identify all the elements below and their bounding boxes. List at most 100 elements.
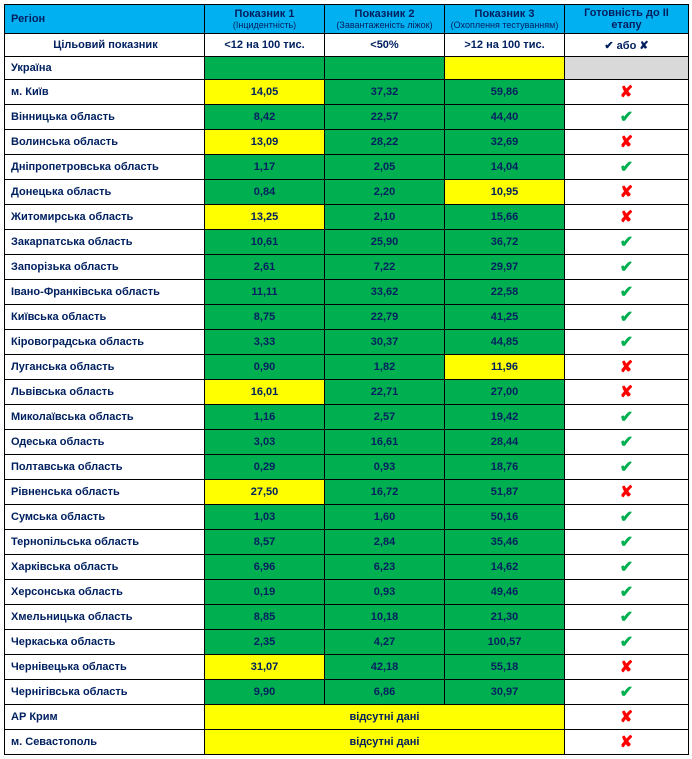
ind3-cell: 44,85 <box>445 330 565 355</box>
table-row: Київська область8,7522,7941,25✔ <box>5 305 689 330</box>
ready-cell: ✘ <box>565 80 689 105</box>
ind2-cell: 28,22 <box>325 130 445 155</box>
region-name: м. Київ <box>5 80 205 105</box>
ready-cell: ✔ <box>565 605 689 630</box>
table-row: Одеська область3,0316,6128,44✔ <box>5 430 689 455</box>
region-name: Житомирська область <box>5 205 205 230</box>
table-row: Житомирська область13,252,1015,66✘ <box>5 205 689 230</box>
region-name: Хмельницька область <box>5 605 205 630</box>
indicators-table: Регіон Показник 1(Інцидентність) Показни… <box>4 4 689 755</box>
ind1-cell: 0,90 <box>205 355 325 380</box>
ind3-cell: 59,86 <box>445 80 565 105</box>
ind1-cell: 3,03 <box>205 430 325 455</box>
region-name: Кіровоградська область <box>5 330 205 355</box>
table-header-row: Регіон Показник 1(Інцидентність) Показни… <box>5 5 689 34</box>
table-row: Рівненська область27,5016,7251,87✘ <box>5 480 689 505</box>
ind2-cell: 1,82 <box>325 355 445 380</box>
table-row: Запорізька область2,617,2229,97✔ <box>5 255 689 280</box>
ind2-cell: 10,18 <box>325 605 445 630</box>
ind3-cell: 44,40 <box>445 105 565 130</box>
table-row: Луганська область0,901,8211,96✘ <box>5 355 689 380</box>
header-ready: Готовність до ІІ етапу <box>565 5 689 34</box>
ind2-cell: 2,05 <box>325 155 445 180</box>
region-name: Дніпропетровська область <box>5 155 205 180</box>
ind2-cell: 2,20 <box>325 180 445 205</box>
ready-cell: ✔ <box>565 405 689 430</box>
ind3-cell: 51,87 <box>445 480 565 505</box>
table-row: Закарпатська область10,6125,9036,72✔ <box>5 230 689 255</box>
table-row: Тернопільська область8,572,8435,46✔ <box>5 530 689 555</box>
ind1-cell: 0,29 <box>205 455 325 480</box>
header-ind2: Показник 2(Завантаженість ліжок) <box>325 5 445 34</box>
ind3-cell: 29,97 <box>445 255 565 280</box>
ind3-cell: 100,57 <box>445 630 565 655</box>
region-name: Чернігівська область <box>5 680 205 705</box>
table-row: Хмельницька область8,8510,1821,30✔ <box>5 605 689 630</box>
region-name: Полтавська область <box>5 455 205 480</box>
ready-cell: ✔ <box>565 255 689 280</box>
ind1-cell: 3,33 <box>205 330 325 355</box>
ind2-cell: 16,72 <box>325 480 445 505</box>
region-name: Одеська область <box>5 430 205 455</box>
ind2-cell: 2,10 <box>325 205 445 230</box>
table-row-nodata: м. Севастопольвідсутні дані✘ <box>5 730 689 755</box>
ind3-cell: 28,44 <box>445 430 565 455</box>
ind3-cell: 32,69 <box>445 130 565 155</box>
ind3-cell: 30,97 <box>445 680 565 705</box>
table-row-nodata: АР Кримвідсутні дані✘ <box>5 705 689 730</box>
region-name: Київська область <box>5 305 205 330</box>
table-row: Херсонська область0,190,9349,46✔ <box>5 580 689 605</box>
ind2-cell: 6,23 <box>325 555 445 580</box>
table-row: Львівська область16,0122,7127,00✘ <box>5 380 689 405</box>
region-name: Сумська область <box>5 505 205 530</box>
table-row: Чернігівська область9,906,8630,97✔ <box>5 680 689 705</box>
ukraine-ready <box>565 57 689 80</box>
ind1-cell: 8,85 <box>205 605 325 630</box>
ind1-cell: 16,01 <box>205 380 325 405</box>
ind3-cell: 21,30 <box>445 605 565 630</box>
ind1-cell: 13,09 <box>205 130 325 155</box>
table-row: Чернівецька область31,0742,1855,18✘ <box>5 655 689 680</box>
ind1-cell: 8,57 <box>205 530 325 555</box>
target-ready: ✔ або ✘ <box>565 34 689 57</box>
ind2-cell: 4,27 <box>325 630 445 655</box>
ind2-cell: 30,37 <box>325 330 445 355</box>
ind1-cell: 31,07 <box>205 655 325 680</box>
table-row: Миколаївська область1,162,5719,42✔ <box>5 405 689 430</box>
ind2-cell: 2,84 <box>325 530 445 555</box>
ind1-cell: 27,50 <box>205 480 325 505</box>
ind1-cell: 1,16 <box>205 405 325 430</box>
ind2-cell: 6,86 <box>325 680 445 705</box>
table-row: Сумська область1,031,6050,16✔ <box>5 505 689 530</box>
ind3-cell: 14,04 <box>445 155 565 180</box>
ready-cell: ✘ <box>565 655 689 680</box>
ready-cell: ✘ <box>565 130 689 155</box>
table-row: Івано-Франківська область11,1133,6222,58… <box>5 280 689 305</box>
header-ind3: Показник 3(Охоплення тестуванням) <box>445 5 565 34</box>
table-body: Україна м. Київ14,0537,3259,86✘Вінницька… <box>5 57 689 755</box>
table-row: Полтавська область0,290,9318,76✔ <box>5 455 689 480</box>
ind2-cell: 1,60 <box>325 505 445 530</box>
ready-cell: ✔ <box>565 455 689 480</box>
ind3-cell: 14,62 <box>445 555 565 580</box>
ukraine-label: Україна <box>5 57 205 80</box>
ind3-cell: 11,96 <box>445 355 565 380</box>
table-row: Дніпропетровська область1,172,0514,04✔ <box>5 155 689 180</box>
ind3-cell: 15,66 <box>445 205 565 230</box>
region-name: Харківська область <box>5 555 205 580</box>
ready-cell: ✔ <box>565 680 689 705</box>
ind1-cell: 14,05 <box>205 80 325 105</box>
ind3-cell: 22,58 <box>445 280 565 305</box>
ind3-cell: 10,95 <box>445 180 565 205</box>
ind3-cell: 50,16 <box>445 505 565 530</box>
ind1-cell: 10,61 <box>205 230 325 255</box>
ind2-cell: 37,32 <box>325 80 445 105</box>
target-ind3: >12 на 100 тис. <box>445 34 565 57</box>
ind3-cell: 27,00 <box>445 380 565 405</box>
ind1-cell: 2,35 <box>205 630 325 655</box>
region-name: Херсонська область <box>5 580 205 605</box>
target-ind1: <12 на 100 тис. <box>205 34 325 57</box>
target-row: Цільовий показник <12 на 100 тис. <50% >… <box>5 34 689 57</box>
region-name: Волинська область <box>5 130 205 155</box>
region-name: Львівська область <box>5 380 205 405</box>
